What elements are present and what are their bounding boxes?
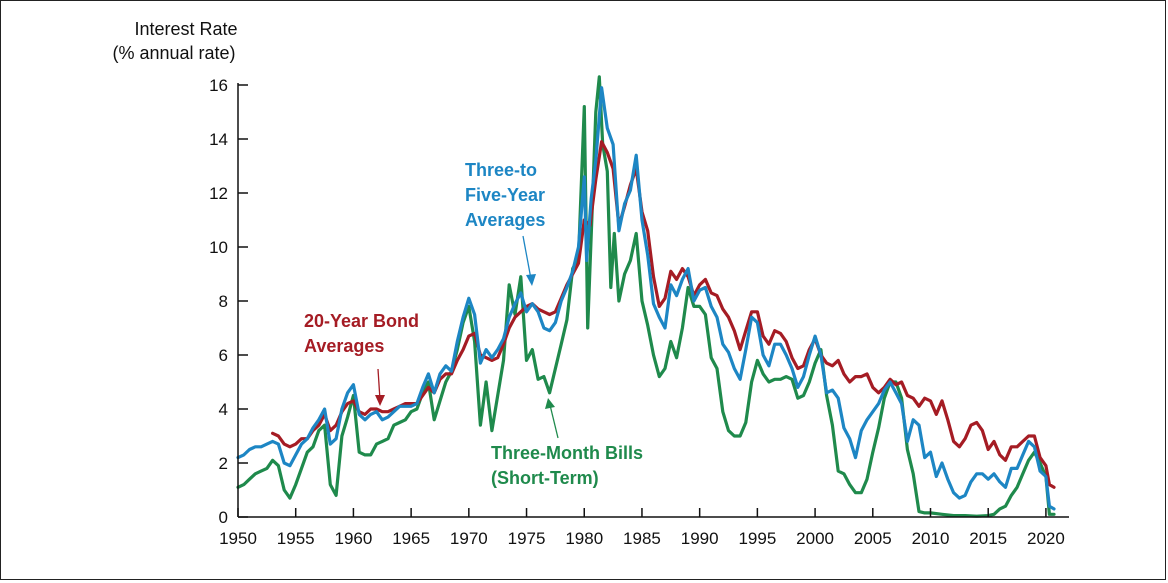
annotation-mid-arrow-line [522,235,532,280]
y-tick-label: 14 [209,130,228,149]
x-tick-label: 1995 [738,529,776,548]
x-tick-label: 1975 [508,529,546,548]
x-tick-label: 1990 [681,529,719,548]
annotation-bond: 20-Year Bond Averages [304,311,419,406]
annotation-bills-arrow-line [549,404,559,439]
x-tick-label: 2000 [796,529,834,548]
x-tick-label: 2020 [1027,529,1065,548]
x-tick-label: 2015 [969,529,1007,548]
annotation-bond-line1: 20-Year Bond [304,311,419,331]
annotation-bills-line2: (Short-Term) [491,468,599,488]
series-layer [236,75,1056,518]
annotation-mid-line3: Averages [465,210,545,230]
y-tick-label: 4 [219,400,228,419]
x-tick-label: 1980 [565,529,603,548]
y-ticks: 0 2 4 6 8 10 12 14 16 [209,76,248,527]
x-ticks: 1950 1955 1960 1965 1970 1975 1980 1985 1990 1995… [219,508,1065,548]
y-tick-label: 10 [209,238,228,257]
annotation-bond-arrow-line [377,368,381,401]
annotation-mid-line1: Three-to [465,160,537,180]
annotation-bills-arrow-head [545,398,555,409]
annotation-bond-line2: Averages [304,336,384,356]
annotation-mid: Three-to Five-Year Averages [465,160,545,286]
x-tick-label: 1955 [277,529,315,548]
y-tick-label: 16 [209,76,228,95]
annotation-bills-line1: Three-Month Bills [491,443,643,463]
y-tick-label: 8 [219,292,228,311]
x-tick-label: 2005 [854,529,892,548]
series-line-bond [271,140,1056,489]
y-tick-label: 6 [219,346,228,365]
y-tick-label: 0 [219,508,228,527]
annotation-bond-arrow-head [375,395,385,406]
y-tick-label: 12 [209,184,228,203]
annotation-mid-line2: Five-Year [465,185,545,205]
annotation-mid-arrow-head [526,274,536,286]
x-tick-label: 1960 [335,529,373,548]
annotation-bills: Three-Month Bills (Short-Term) [491,398,643,488]
y-axis-label-line2: (% annual rate) [112,43,235,63]
series-line-mid [236,86,1056,511]
x-tick-label: 1970 [450,529,488,548]
x-tick-label: 1950 [219,529,257,548]
x-tick-label: 1965 [392,529,430,548]
y-tick-label: 2 [219,454,228,473]
x-tick-label: 2010 [912,529,950,548]
series-line-bills [236,75,1056,518]
y-axis-label-line1: Interest Rate [134,19,237,39]
x-tick-label: 1985 [623,529,661,548]
